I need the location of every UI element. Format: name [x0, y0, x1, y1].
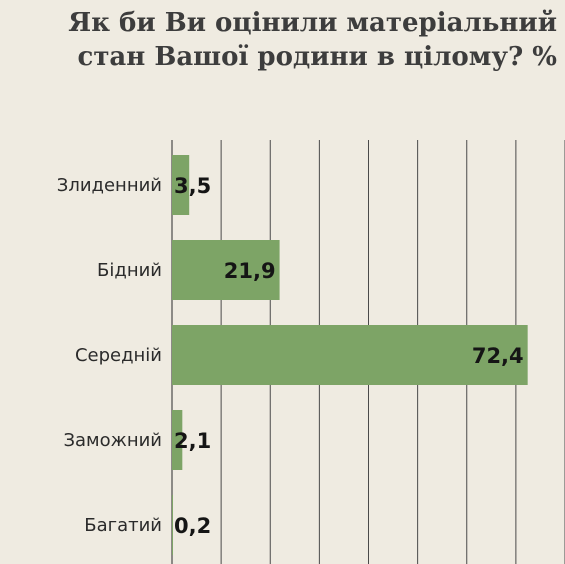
category-label-1: Злиденний [57, 175, 162, 196]
bar-2 [172, 240, 280, 300]
bar-3 [172, 325, 528, 385]
value-label-2: 21,9 [224, 259, 276, 283]
chart-title-line-2: стан Вашої родини в цілому? % [77, 42, 557, 72]
value-label-1: 3,5 [174, 174, 211, 198]
category-label-4: Заможний [63, 430, 162, 451]
bar-4 [172, 410, 183, 470]
value-label-4: 2,1 [174, 429, 211, 453]
value-label-5: 0,2 [174, 514, 211, 538]
bar-5 [172, 495, 173, 555]
value-label-3: 72,4 [472, 344, 524, 368]
category-label-2: Бідний [97, 260, 162, 281]
category-label-5: Багатий [84, 515, 162, 536]
chart-title-line-1: Як би Ви оцінили матеріальний [68, 8, 557, 38]
bar-1 [172, 155, 190, 215]
chart-title: Як би Ви оцінили матеріальний стан Вашої… [0, 6, 565, 74]
category-label-3: Середній [75, 345, 162, 366]
